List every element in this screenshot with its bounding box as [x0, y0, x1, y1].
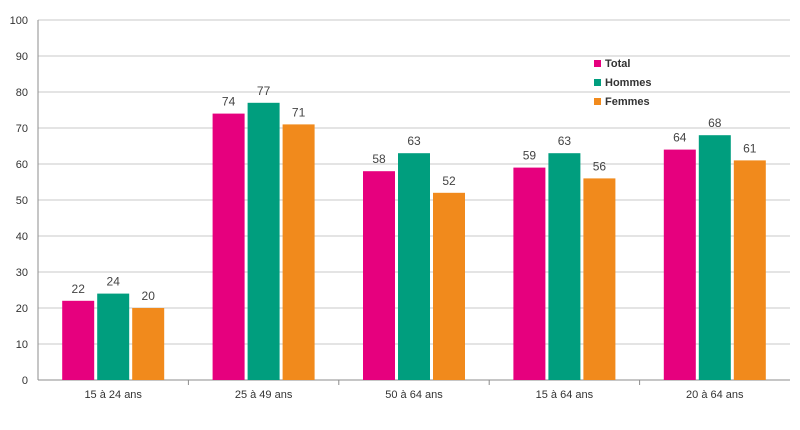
bar-femmes	[132, 308, 165, 380]
y-tick-label: 90	[16, 51, 28, 63]
bar-hommes	[698, 135, 731, 380]
bar-total	[363, 171, 395, 380]
legend-label: Femmes	[605, 96, 650, 108]
data-label: 63	[558, 134, 572, 148]
bar-femmes	[433, 192, 465, 380]
y-tick-label: 30	[16, 267, 28, 279]
bar-femmes	[282, 124, 315, 381]
data-label: 63	[407, 134, 421, 148]
legend-swatch-femmes	[594, 98, 601, 105]
x-category-label: 25 à 49 ans	[235, 389, 293, 401]
data-label: 24	[107, 275, 121, 289]
bar-total	[212, 113, 245, 380]
y-tick-label: 50	[16, 195, 28, 207]
bar-femmes	[583, 178, 616, 380]
legend-swatch-hommes	[594, 79, 601, 86]
bar-hommes	[247, 102, 280, 381]
y-tick-label: 0	[22, 375, 28, 387]
y-tick-label: 100	[10, 15, 28, 27]
bars	[62, 102, 766, 381]
data-label: 22	[72, 282, 86, 296]
data-label: 61	[743, 141, 757, 155]
data-label: 74	[222, 95, 236, 109]
data-label: 20	[142, 289, 156, 303]
bar-total	[663, 149, 696, 380]
data-label: 59	[523, 149, 537, 163]
y-tick-label: 20	[16, 303, 28, 315]
data-labels: 22 24 20 74 77 71 58 63 52 59 63 56 64 68 61	[72, 84, 757, 303]
data-label: 52	[442, 174, 456, 188]
data-label: 56	[593, 159, 607, 173]
data-label: 58	[372, 152, 386, 166]
y-tick-label: 10	[16, 339, 28, 351]
y-tick-label: 70	[16, 123, 28, 135]
data-label: 64	[673, 131, 687, 145]
bar-total	[513, 167, 546, 380]
data-label: 71	[292, 105, 306, 119]
bar-total	[62, 300, 95, 380]
bar-hommes	[548, 153, 581, 380]
y-tick-label: 40	[16, 231, 28, 243]
bar-hommes	[97, 293, 130, 380]
legend-label: Total	[605, 58, 630, 70]
x-category-label: 15 à 24 ans	[84, 389, 142, 401]
legend-label: Hommes	[605, 77, 651, 89]
y-tick-label: 80	[16, 87, 28, 99]
legend-swatch-total	[594, 60, 601, 67]
data-label: 68	[708, 116, 722, 130]
data-label: 77	[257, 84, 271, 98]
legend: Total Hommes Femmes	[594, 58, 651, 108]
bar-hommes	[398, 153, 430, 380]
bar-femmes	[733, 160, 766, 380]
x-category-label: 50 à 64 ans	[385, 389, 443, 401]
y-tick-label: 60	[16, 159, 28, 171]
x-category-label: 15 à 64 ans	[536, 389, 594, 401]
x-category-label: 20 à 64 ans	[686, 389, 744, 401]
